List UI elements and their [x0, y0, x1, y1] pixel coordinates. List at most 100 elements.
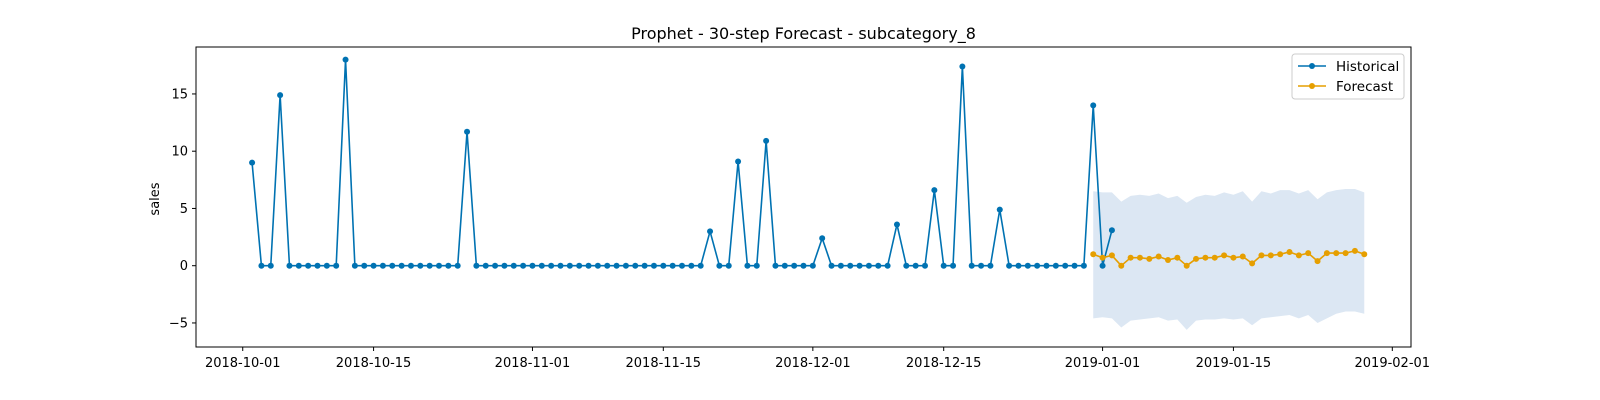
- y-axis-label: sales: [148, 182, 163, 215]
- historical-point-73: [931, 187, 938, 194]
- historical-point-19: [426, 262, 433, 269]
- historical-point-58: [791, 262, 798, 269]
- historical-point-1: [258, 262, 265, 269]
- x-tick-label-1: 2018-10-15: [336, 356, 412, 371]
- historical-point-39: [613, 262, 620, 269]
- historical-point-67: [875, 262, 882, 269]
- historical-point-17: [407, 262, 414, 269]
- historical-point-83: [1024, 262, 1031, 269]
- historical-point-81: [1006, 262, 1013, 269]
- historical-point-75: [950, 262, 957, 269]
- historical-point-53: [744, 262, 751, 269]
- historical-point-43: [650, 262, 657, 269]
- historical-point-44: [660, 262, 667, 269]
- historical-point-76: [959, 63, 966, 70]
- historical-point-72: [922, 262, 928, 269]
- legend: Historical Forecast: [1291, 53, 1405, 100]
- historical-point-0: [249, 159, 256, 166]
- historical-point-82: [1015, 262, 1022, 269]
- historical-point-88: [1071, 262, 1078, 269]
- forecast-point-9: [1174, 254, 1181, 261]
- y-tick-label-4: 15: [171, 87, 188, 102]
- historical-point-66: [865, 262, 872, 269]
- historical-point-63: [837, 262, 844, 269]
- historical-point-71: [912, 262, 919, 269]
- y-tick-label-2: 5: [180, 202, 188, 217]
- historical-point-48: [697, 262, 704, 269]
- historical-point-5: [295, 262, 302, 269]
- historical-point-45: [669, 262, 676, 269]
- forecast-point-14: [1221, 252, 1228, 259]
- forecast-point-19: [1267, 252, 1274, 259]
- historical-point-15: [389, 262, 396, 269]
- historical-point-36: [585, 262, 592, 269]
- historical-point-77: [968, 262, 975, 269]
- historical-point-41: [632, 262, 639, 269]
- forecast-point-23: [1305, 250, 1312, 257]
- historical-point-10: [342, 56, 349, 63]
- historical-point-7: [314, 262, 321, 269]
- historical-point-23: [464, 128, 471, 135]
- y-tick-label-3: 10: [171, 145, 188, 160]
- plot-frame: [195, 46, 1412, 348]
- historical-point-3: [277, 92, 284, 99]
- x-tick-label-0: 2018-10-01: [205, 356, 281, 371]
- forecast-point-10: [1183, 262, 1190, 269]
- forecast-point-2: [1108, 252, 1115, 259]
- historical-point-56: [772, 262, 779, 269]
- historical-point-54: [753, 262, 760, 269]
- historical-point-70: [903, 262, 910, 269]
- historical-point-42: [641, 262, 648, 269]
- forecast-point-0: [1090, 251, 1097, 258]
- historical-point-61: [819, 235, 826, 242]
- historical-point-79: [987, 262, 994, 269]
- historical-point-40: [622, 262, 629, 269]
- historical-point-37: [594, 262, 601, 269]
- y-tick-label-0: −5: [169, 316, 188, 331]
- historical-point-90: [1090, 102, 1097, 109]
- forecast-point-18: [1258, 252, 1265, 259]
- historical-point-25: [482, 262, 489, 269]
- forecast-point-8: [1165, 256, 1171, 263]
- forecast-point-13: [1211, 254, 1218, 261]
- historical-point-86: [1052, 262, 1059, 269]
- x-tick-label-4: 2018-12-01: [775, 356, 851, 371]
- historical-point-24: [473, 262, 480, 269]
- historical-point-85: [1043, 262, 1050, 269]
- historical-point-14: [379, 262, 386, 269]
- x-tick-label-8: 2019-02-01: [1355, 356, 1431, 371]
- historical-point-69: [893, 221, 900, 228]
- x-tick-label-3: 2018-11-15: [626, 356, 702, 371]
- forecast-point-7: [1155, 253, 1162, 260]
- forecast-point-22: [1295, 252, 1302, 259]
- historical-point-51: [725, 262, 732, 269]
- chart-title: Prophet - 30-step Forecast - subcategory…: [631, 24, 976, 44]
- historical-point-34: [566, 262, 573, 269]
- forecast-point-6: [1146, 255, 1153, 262]
- plot-area: 2018-10-01 2018-10-15 2018-11-01 2018-11-15…: [169, 46, 1431, 371]
- forecast-point-11: [1193, 255, 1200, 262]
- x-tick-label-6: 2019-01-01: [1065, 356, 1141, 371]
- historical-point-31: [538, 262, 545, 269]
- historical-point-35: [576, 262, 583, 269]
- historical-point-2: [267, 262, 274, 269]
- historical-series-line: [251, 58, 1113, 267]
- historical-point-89: [1080, 262, 1087, 269]
- forecast-point-15: [1230, 254, 1237, 261]
- forecast-point-16: [1239, 253, 1246, 260]
- historical-point-80: [996, 206, 1003, 213]
- legend-forecast-marker: [1309, 83, 1315, 89]
- historical-point-12: [361, 262, 368, 269]
- historical-point-21: [445, 262, 452, 269]
- historical-point-78: [978, 262, 985, 269]
- forecast-point-12: [1202, 254, 1209, 261]
- forecast-point-5: [1136, 254, 1143, 261]
- historical-point-4: [286, 262, 293, 269]
- forecast-point-20: [1277, 251, 1284, 258]
- forecast-point-4: [1127, 254, 1134, 261]
- historical-point-33: [557, 262, 564, 269]
- historical-point-52: [735, 158, 742, 165]
- forecast-point-3: [1118, 262, 1125, 269]
- forecast-point-27: [1342, 250, 1349, 257]
- historical-point-9: [333, 262, 340, 269]
